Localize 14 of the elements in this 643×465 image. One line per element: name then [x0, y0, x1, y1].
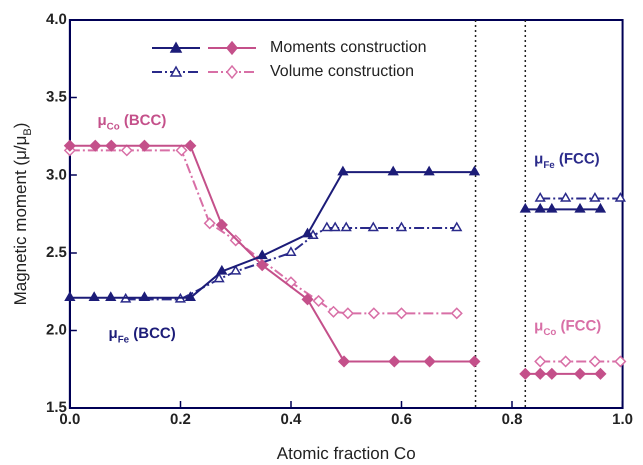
- y-tick-label: 2.5: [46, 244, 67, 261]
- y-tick-label: 2.0: [46, 322, 67, 339]
- x-tick-label: 0.4: [280, 411, 302, 428]
- legend-label: Volume construction: [270, 63, 414, 81]
- y-tick-label: 3.0: [46, 166, 67, 184]
- y-tick-label: 4.0: [46, 11, 67, 28]
- y-tick-label: 3.5: [46, 88, 67, 106]
- x-axis-title: Atomic fraction Co: [276, 444, 416, 463]
- x-tick-label: 0.2: [170, 411, 191, 428]
- x-tick-label: 0.6: [391, 411, 412, 428]
- x-tick-label: 1.0: [612, 411, 634, 428]
- legend-label: Moments construction: [270, 39, 427, 57]
- y-axis-title: Magnetic moment (μ/μB): [11, 122, 34, 306]
- x-tick-label: 0.8: [502, 411, 522, 428]
